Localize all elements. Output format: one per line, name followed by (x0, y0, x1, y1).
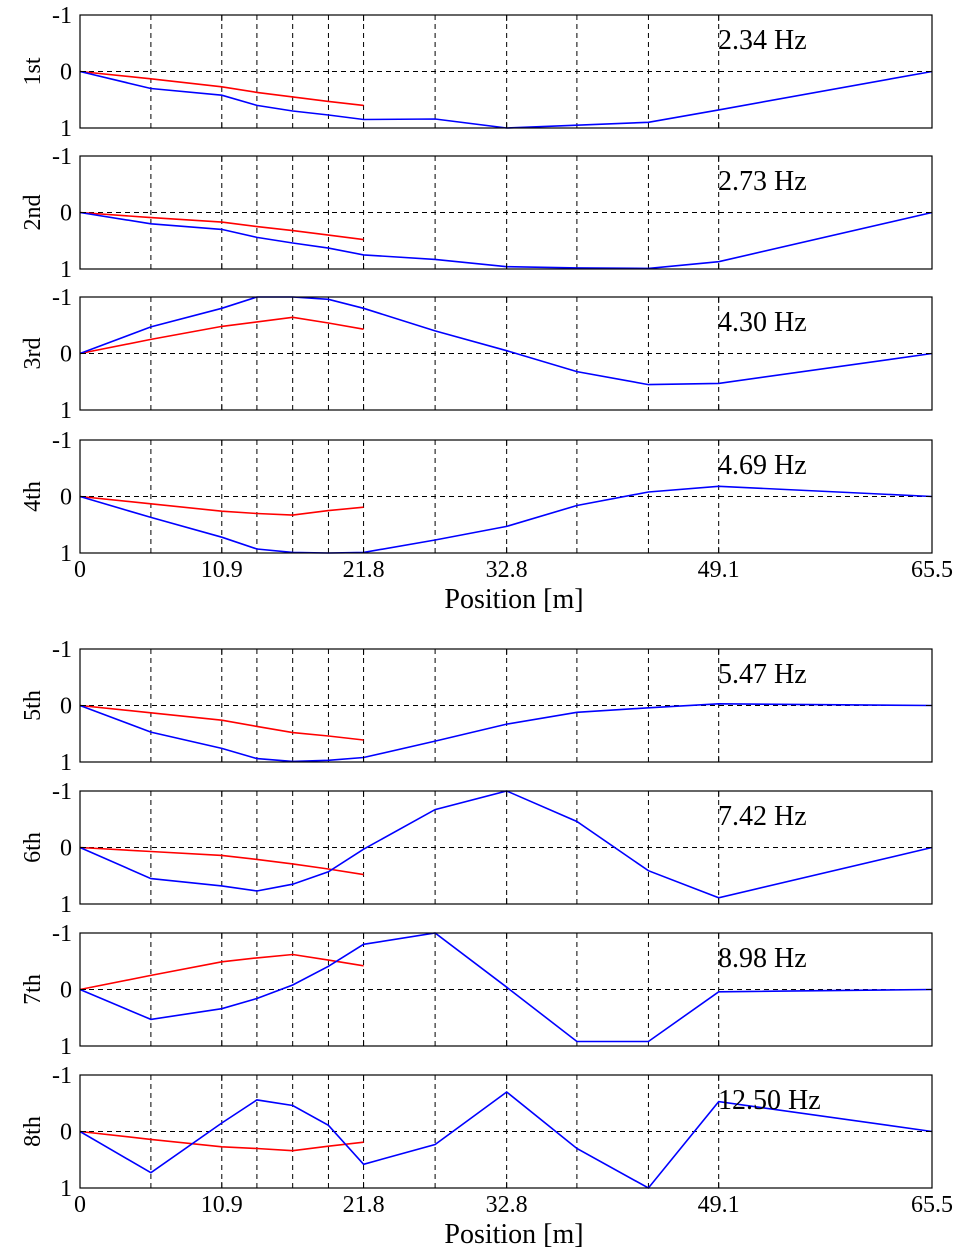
series-line-red (79, 316, 364, 355)
x-tick-label: 21.8 (343, 557, 385, 583)
grid (80, 1075, 932, 1188)
y-axis-label: 4th (20, 481, 46, 512)
y-tick-label: 0 (60, 836, 72, 862)
y-axis-label: 2nd (20, 195, 46, 231)
y-tick-label: 1 (60, 1034, 72, 1060)
frequency-annotation: 8.98 Hz (718, 943, 807, 974)
series-line-blue (79, 790, 933, 899)
series-line-red (79, 211, 364, 241)
y-tick-label: -1 (52, 637, 72, 663)
y-tick-label: 1 (60, 116, 72, 142)
y-tick-label: -1 (52, 428, 72, 454)
y-tick-label: 0 (60, 978, 72, 1004)
y-tick-label: 1 (60, 257, 72, 283)
grid (80, 649, 932, 762)
x-tick-label: 65.5 (911, 1192, 953, 1218)
frequency-annotation: 4.30 Hz (718, 307, 807, 338)
y-tick-label: 1 (60, 398, 72, 424)
y-axis-label: 1st (20, 57, 46, 85)
x-tick-label: 10.9 (201, 557, 243, 583)
y-axis-label: 6th (20, 832, 46, 863)
series-line-red (79, 1130, 364, 1152)
subplot-5: -1 0 1 5th 5.47 Hz (20, 637, 933, 776)
series-line-red (79, 846, 364, 876)
x-tick-label: 49.1 (698, 557, 740, 583)
series-line-red (79, 495, 364, 516)
grid (80, 297, 932, 410)
frequency-annotation: 12.50 Hz (718, 1085, 821, 1116)
y-tick-label: -1 (52, 144, 72, 170)
y-tick-label: -1 (52, 285, 72, 311)
y-tick-label: 0 (60, 342, 72, 368)
x-tick-label: 21.8 (343, 1192, 385, 1218)
subplot-7: -1 0 1 7th 8.98 Hz (20, 921, 933, 1060)
grid (80, 15, 932, 128)
y-axis-label: 5th (20, 690, 46, 721)
y-tick-label: 1 (60, 892, 72, 918)
subplot-2: -1 0 1 2nd 2.73 Hz (20, 144, 933, 283)
y-tick-label: -1 (52, 921, 72, 947)
series-line-blue (79, 70, 933, 129)
x-tick-label: 49.1 (698, 1192, 740, 1218)
series-line-red (79, 70, 364, 107)
y-axis-label: 7th (20, 974, 46, 1005)
subplot-3: -1 0 1 3rd 4.30 Hz (20, 285, 933, 424)
series-line-blue (79, 296, 933, 386)
subplot-1: -1 0 1 1st 2.34 Hz (20, 3, 933, 142)
y-tick-label: 1 (60, 1176, 72, 1202)
frequency-annotation: 7.42 Hz (718, 801, 807, 832)
series-line-blue (79, 211, 933, 270)
series-line-blue (79, 702, 933, 763)
series-line-red (79, 953, 364, 991)
subplot-6: -1 0 1 6th 7.42 Hz (20, 779, 933, 918)
frequency-annotation: 2.73 Hz (718, 166, 807, 197)
y-tick-label: -1 (52, 1063, 72, 1089)
x-tick-label: 32.8 (486, 1192, 528, 1218)
x-axis-label: Position [m] (444, 584, 583, 615)
y-tick-label: 1 (60, 750, 72, 776)
y-tick-label: 0 (60, 1120, 72, 1146)
x-tick-label: 10.9 (201, 1192, 243, 1218)
y-tick-label: 0 (60, 201, 72, 227)
grid (80, 933, 932, 1046)
x-tick-label: 65.5 (911, 557, 953, 583)
y-tick-label: 0 (60, 60, 72, 86)
series-line-blue (79, 932, 933, 1043)
frequency-annotation: 5.47 Hz (718, 659, 807, 690)
series-line-red (79, 704, 364, 741)
y-axis-label: 3rd (20, 338, 46, 370)
grid (80, 791, 932, 904)
grid (80, 440, 932, 553)
grid (80, 156, 932, 269)
x-tick-label: 32.8 (486, 557, 528, 583)
frequency-annotation: 2.34 Hz (718, 25, 807, 56)
y-tick-label: -1 (52, 779, 72, 805)
x-tick-label: 0 (74, 1192, 86, 1218)
y-tick-label: 1 (60, 541, 72, 567)
x-tick-label: 0 (74, 557, 86, 583)
y-tick-label: -1 (52, 3, 72, 29)
y-axis-label: 8th (20, 1116, 46, 1147)
y-tick-label: 0 (60, 485, 72, 511)
frequency-annotation: 4.69 Hz (718, 450, 807, 481)
y-tick-label: 0 (60, 694, 72, 720)
x-axis-label: Position [m] (444, 1219, 583, 1250)
